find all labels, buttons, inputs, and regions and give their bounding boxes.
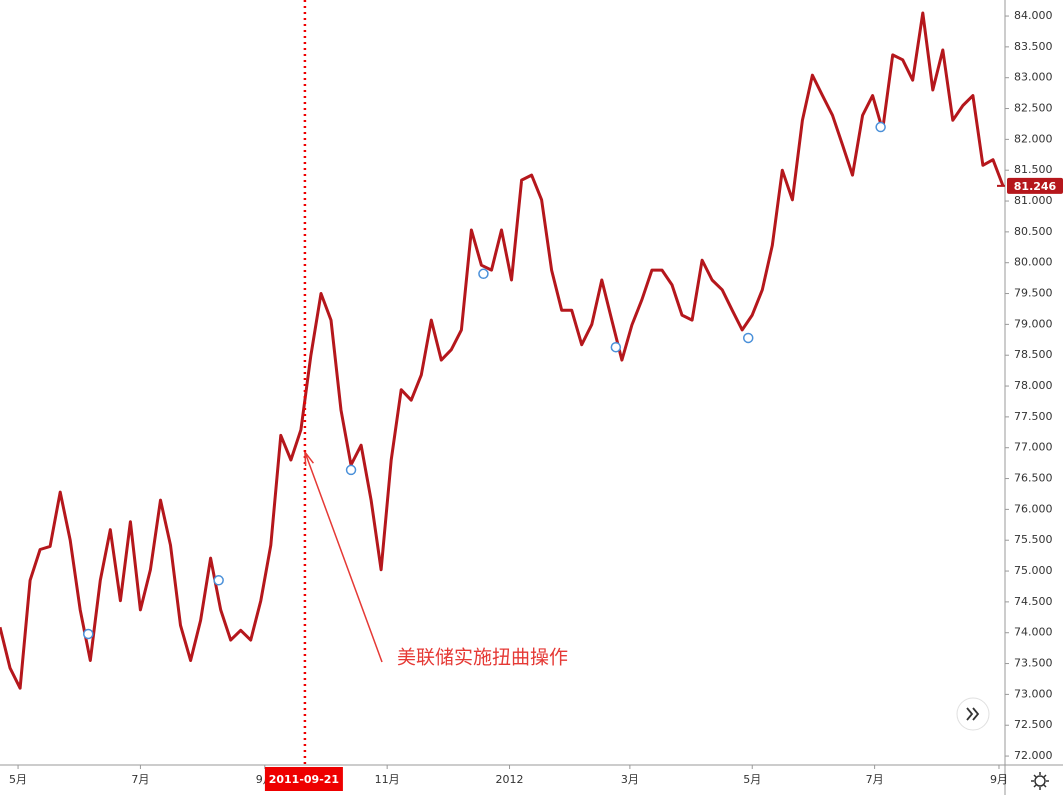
y-tick-label: 72.500 <box>1014 718 1053 731</box>
crosshair-label: 2011-09-21 <box>269 773 339 786</box>
price-line <box>0 11 1005 690</box>
y-tick-label: 75.000 <box>1014 564 1053 577</box>
event-marker <box>83 628 94 640</box>
event-marker <box>345 464 357 476</box>
event-marker <box>610 341 622 353</box>
y-tick-label: 81.500 <box>1014 163 1053 176</box>
annotation-arrowhead <box>304 451 315 467</box>
y-tick-label: 78.000 <box>1014 379 1053 392</box>
last-value-box <box>1007 177 1063 194</box>
y-tick-label: 78.500 <box>1014 348 1053 361</box>
y-tick-label: 79.000 <box>1014 317 1053 330</box>
annotation-arrow <box>304 451 383 663</box>
x-tick-label: 11月 <box>375 773 400 786</box>
event-marker <box>478 268 489 280</box>
event-marker <box>875 121 886 133</box>
event-marker <box>213 575 224 586</box>
y-tick-label: 84.000 <box>1014 9 1053 22</box>
x-tick-label: 3月 <box>621 773 639 786</box>
crosshair-box <box>264 767 343 791</box>
settings-icon[interactable] <box>1031 772 1049 790</box>
y-tick-label: 76.500 <box>1014 472 1053 485</box>
y-tick-label: 80.500 <box>1014 225 1053 238</box>
annotation-text: 美联储实施扭曲操作 <box>397 647 568 669</box>
y-tick-label: 72.000 <box>1014 749 1053 762</box>
y-tick-label: 76.000 <box>1014 502 1053 515</box>
x-tick-label: 7月 <box>866 773 884 786</box>
last-value-label: 81.246 <box>1014 180 1057 193</box>
x-tick-label: 5月 <box>743 773 761 786</box>
event-marker <box>742 332 754 344</box>
y-tick-label: 77.000 <box>1014 441 1053 454</box>
x-tick-label: 7月 <box>131 773 149 786</box>
y-tick-label: 74.500 <box>1014 595 1053 608</box>
x-tick-label: 2012 <box>496 773 524 786</box>
y-tick-label: 81.000 <box>1014 194 1053 207</box>
y-tick-label: 79.500 <box>1014 287 1053 300</box>
y-tick-label: 83.500 <box>1014 40 1053 53</box>
y-tick-label: 73.000 <box>1014 687 1053 700</box>
x-tick-label: 5月 <box>9 773 27 786</box>
y-tick-label: 82.500 <box>1014 102 1053 115</box>
y-tick-label: 83.000 <box>1014 71 1053 84</box>
y-tick-label: 73.500 <box>1014 657 1053 670</box>
y-tick-label: 75.500 <box>1014 533 1053 546</box>
y-tick-label: 77.500 <box>1014 410 1053 423</box>
y-tick-label: 80.000 <box>1014 256 1053 269</box>
x-tick-label: 9月 <box>990 773 1008 786</box>
y-tick-label: 74.000 <box>1014 626 1053 639</box>
scroll-button[interactable] <box>956 697 990 731</box>
y-tick-label: 82.000 <box>1014 132 1053 145</box>
